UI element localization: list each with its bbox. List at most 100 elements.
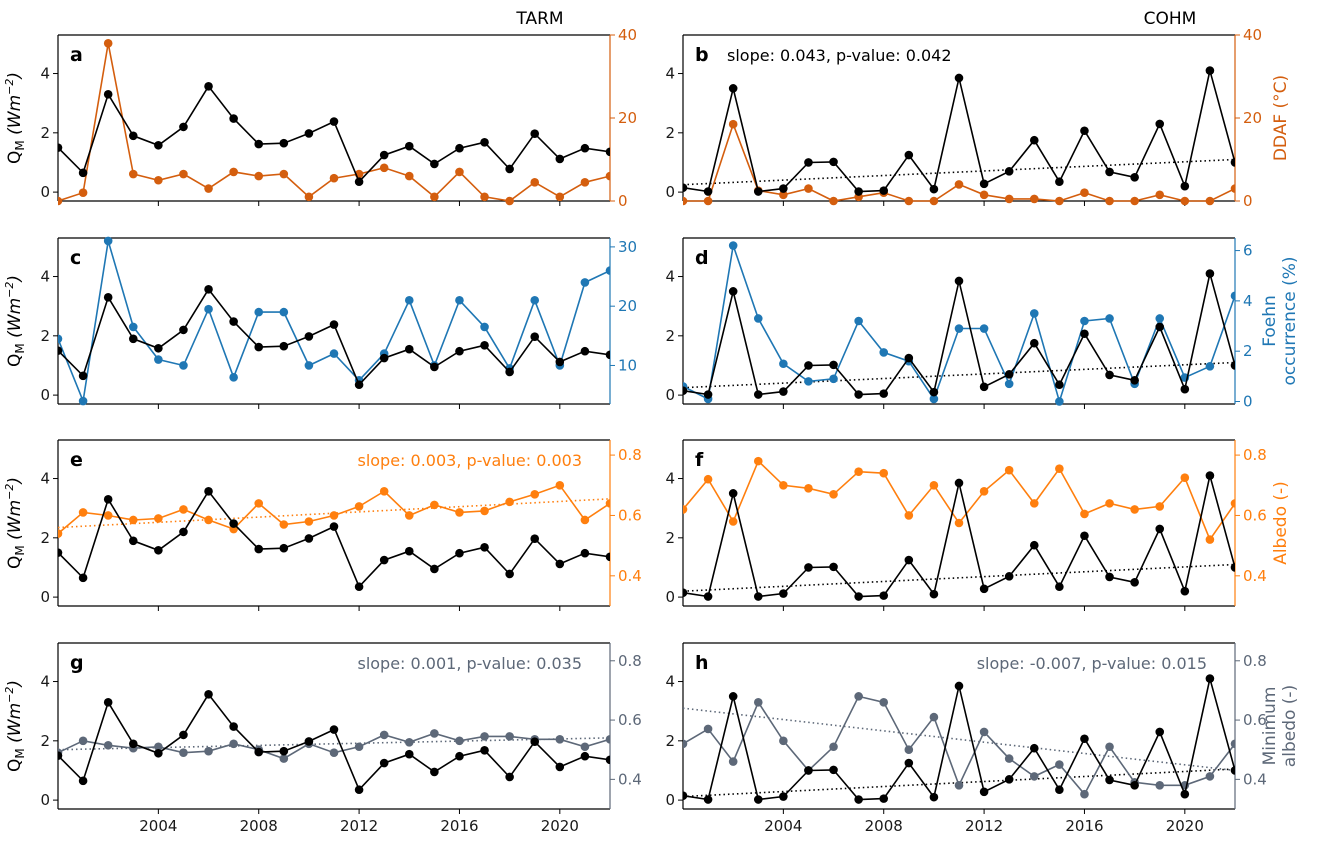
data-point-qm bbox=[404, 141, 414, 151]
data-point-albedo bbox=[1205, 535, 1215, 544]
plot-area bbox=[683, 241, 1235, 406]
data-point-foehn bbox=[954, 324, 964, 333]
data-point-ddaf bbox=[904, 196, 914, 206]
data-point-albedo bbox=[683, 505, 688, 514]
trend-line bbox=[683, 158, 1235, 186]
data-point-foehn bbox=[455, 295, 464, 305]
trend-line bbox=[683, 361, 1235, 389]
data-point-min_albedo bbox=[580, 742, 590, 752]
data-point-qm bbox=[728, 692, 738, 701]
data-point-ddaf bbox=[505, 196, 514, 206]
x-tick-label: 2004 bbox=[764, 817, 802, 835]
data-point-ddaf bbox=[179, 169, 188, 179]
data-point-foehn bbox=[154, 355, 163, 364]
data-point-qm bbox=[1155, 119, 1165, 129]
data-point-qm bbox=[279, 543, 289, 553]
data-point-foehn bbox=[304, 361, 314, 370]
data-point-qm bbox=[179, 122, 188, 132]
data-point-qm bbox=[1080, 329, 1089, 339]
data-point-qm bbox=[605, 147, 610, 157]
data-point-foehn bbox=[1055, 397, 1064, 406]
data-point-albedo bbox=[1080, 509, 1089, 519]
plot-area bbox=[683, 66, 1235, 206]
right-y-tick-label: 0 bbox=[618, 192, 628, 210]
data-point-qm bbox=[304, 129, 314, 138]
data-point-foehn bbox=[1205, 361, 1215, 371]
data-point-foehn bbox=[929, 394, 939, 404]
data-point-ddaf bbox=[779, 190, 788, 200]
data-point-qm bbox=[683, 183, 688, 192]
left-y-tick-label: 2 bbox=[665, 124, 675, 142]
left-y-axis-label: QM (Wm−2) bbox=[3, 275, 27, 367]
x-tick-label: 2008 bbox=[865, 817, 903, 835]
data-point-qm bbox=[254, 139, 264, 149]
data-point-ddaf bbox=[1105, 196, 1114, 206]
data-point-albedo bbox=[530, 490, 540, 499]
data-point-albedo bbox=[103, 511, 113, 520]
left-y-tick-label: 0 bbox=[665, 791, 675, 809]
data-point-albedo bbox=[1004, 465, 1014, 475]
data-point-foehn bbox=[979, 324, 989, 333]
data-point-qm bbox=[929, 589, 939, 599]
data-point-foehn bbox=[1105, 314, 1114, 323]
data-point-foehn bbox=[530, 295, 540, 305]
data-point-qm bbox=[78, 371, 88, 381]
data-point-ddaf bbox=[128, 169, 138, 179]
data-point-qm bbox=[703, 592, 713, 601]
data-point-qm bbox=[279, 746, 289, 756]
data-point-min_albedo bbox=[1105, 742, 1114, 752]
data-point-foehn bbox=[854, 316, 863, 326]
stats-annotation: slope: -0.007, p-value: 0.015 bbox=[977, 654, 1207, 673]
data-point-min_albedo bbox=[379, 730, 389, 740]
right-y-tick-label: 20 bbox=[618, 109, 637, 127]
data-point-qm bbox=[530, 534, 540, 544]
data-point-qm bbox=[329, 117, 339, 126]
data-point-min_albedo bbox=[904, 745, 914, 755]
data-point-min_albedo bbox=[683, 739, 688, 749]
data-point-min_albedo bbox=[555, 735, 565, 744]
data-point-albedo bbox=[279, 520, 289, 529]
data-point-qm bbox=[455, 346, 464, 356]
data-point-qm bbox=[753, 187, 763, 196]
data-point-ddaf bbox=[254, 171, 264, 181]
plot-area bbox=[58, 689, 610, 795]
data-point-qm bbox=[1055, 785, 1064, 795]
data-point-min_albedo bbox=[354, 742, 364, 752]
left-y-tick-label: 0 bbox=[40, 183, 50, 201]
data-point-qm bbox=[804, 766, 813, 775]
data-point-min_albedo bbox=[404, 738, 414, 747]
data-point-qm bbox=[229, 722, 238, 731]
right-y-tick-label: 0.4 bbox=[618, 770, 642, 788]
data-point-qm bbox=[879, 186, 889, 195]
data-point-ddaf bbox=[1055, 196, 1064, 206]
data-point-qm bbox=[1080, 734, 1089, 744]
data-point-qm bbox=[904, 555, 914, 565]
data-point-ddaf bbox=[329, 173, 339, 183]
data-point-albedo bbox=[304, 517, 314, 526]
data-point-ddaf bbox=[229, 167, 238, 177]
data-point-foehn bbox=[229, 373, 238, 382]
data-point-qm bbox=[1230, 158, 1235, 167]
data-point-qm bbox=[404, 749, 414, 759]
data-point-qm bbox=[58, 143, 63, 152]
data-point-foehn bbox=[480, 322, 489, 332]
data-point-qm bbox=[1029, 743, 1039, 753]
data-point-albedo bbox=[430, 500, 439, 510]
data-point-qm bbox=[1230, 766, 1235, 775]
data-point-qm bbox=[1105, 775, 1114, 785]
data-point-qm bbox=[354, 380, 364, 390]
data-point-foehn bbox=[254, 307, 264, 317]
series-line-qm bbox=[683, 70, 1235, 193]
data-point-qm bbox=[103, 89, 113, 99]
data-point-ddaf bbox=[58, 196, 63, 206]
right-y-tick-label: 0.6 bbox=[618, 711, 642, 729]
data-point-albedo bbox=[904, 511, 914, 520]
data-point-albedo bbox=[179, 505, 188, 514]
data-point-albedo bbox=[354, 502, 364, 511]
left-y-tick-label: 0 bbox=[665, 183, 675, 201]
data-point-albedo bbox=[879, 468, 889, 478]
data-point-qm bbox=[204, 81, 213, 91]
x-tick-label: 2004 bbox=[139, 817, 177, 835]
data-point-qm bbox=[1155, 524, 1165, 534]
